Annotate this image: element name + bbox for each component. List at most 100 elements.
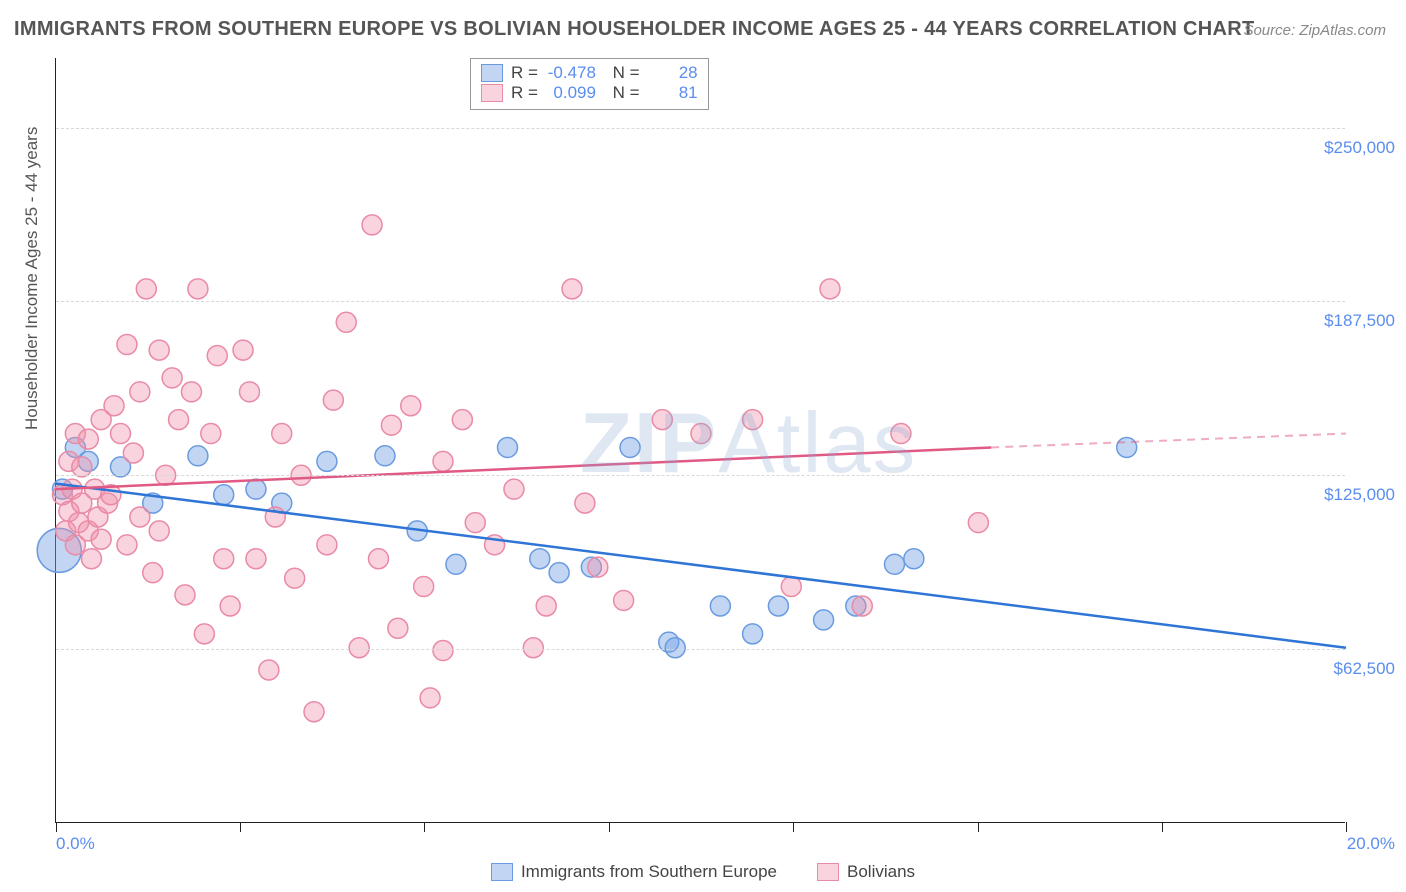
data-point xyxy=(375,446,395,466)
data-point xyxy=(381,415,401,435)
data-point xyxy=(336,312,356,332)
data-point xyxy=(149,340,169,360)
legend-swatch-b0 xyxy=(491,863,513,881)
gridline xyxy=(56,649,1345,650)
data-point xyxy=(214,485,234,505)
data-point xyxy=(1117,437,1137,457)
data-point xyxy=(498,437,518,457)
legend-series: Immigrants from Southern Europe Bolivian… xyxy=(0,862,1406,882)
data-point xyxy=(349,638,369,658)
xtick xyxy=(978,822,979,832)
ytick-label: $187,500 xyxy=(1295,311,1395,331)
data-point xyxy=(104,396,124,416)
legend-label-1: Bolivians xyxy=(847,862,915,882)
data-point xyxy=(130,507,150,527)
legend-item-0: Immigrants from Southern Europe xyxy=(491,862,777,882)
data-point xyxy=(814,610,834,630)
data-point xyxy=(575,493,595,513)
data-point xyxy=(117,335,137,355)
data-point xyxy=(123,443,143,463)
data-point xyxy=(175,585,195,605)
plot-area: $62,500$125,000$187,500$250,0000.0%20.0% xyxy=(55,58,1345,823)
regression-line-1-dashed xyxy=(991,434,1346,448)
data-point xyxy=(388,618,408,638)
data-point xyxy=(446,554,466,574)
data-point xyxy=(285,568,305,588)
data-point xyxy=(420,688,440,708)
legend-R-label: R = xyxy=(511,63,538,83)
data-point xyxy=(433,641,453,661)
gridline xyxy=(56,475,1345,476)
data-point xyxy=(743,410,763,430)
data-point xyxy=(710,596,730,616)
data-point xyxy=(781,577,801,597)
data-point xyxy=(452,410,472,430)
data-point xyxy=(414,577,434,597)
data-point xyxy=(369,549,389,569)
xtick xyxy=(424,822,425,832)
legend-correlation: R = -0.478 N = 28 R = 0.099 N = 81 xyxy=(470,58,709,110)
data-point xyxy=(233,340,253,360)
gridline xyxy=(56,128,1345,129)
xtick xyxy=(1162,822,1163,832)
data-point xyxy=(401,396,421,416)
legend-item-1: Bolivians xyxy=(817,862,915,882)
legend-N-label: N = xyxy=(613,63,640,83)
data-point xyxy=(549,563,569,583)
xtick xyxy=(793,822,794,832)
legend-R-val-0: -0.478 xyxy=(544,63,596,83)
data-point xyxy=(220,596,240,616)
legend-R-val-1: 0.099 xyxy=(544,83,596,103)
xtick xyxy=(1346,822,1347,832)
data-point xyxy=(117,535,137,555)
data-point xyxy=(272,424,292,444)
data-point xyxy=(317,535,337,555)
data-point xyxy=(904,549,924,569)
chart-container: IMMIGRANTS FROM SOUTHERN EUROPE VS BOLIV… xyxy=(0,0,1406,892)
data-point xyxy=(768,596,788,616)
data-point xyxy=(588,557,608,577)
data-point xyxy=(536,596,556,616)
legend-N-val-1: 81 xyxy=(646,83,698,103)
data-point xyxy=(304,702,324,722)
legend-N-label-1: N = xyxy=(613,83,640,103)
data-point xyxy=(691,424,711,444)
plot-svg xyxy=(56,58,1345,822)
gridline xyxy=(56,301,1345,302)
data-point xyxy=(188,446,208,466)
data-point xyxy=(530,549,550,569)
legend-swatch-b1 xyxy=(817,863,839,881)
ytick-label: $250,000 xyxy=(1295,138,1395,158)
data-point xyxy=(465,513,485,533)
xtick xyxy=(56,822,57,832)
data-point xyxy=(652,410,672,430)
legend-R-label-1: R = xyxy=(511,83,538,103)
data-point xyxy=(891,424,911,444)
data-point xyxy=(665,638,685,658)
data-point xyxy=(246,549,266,569)
data-point xyxy=(201,424,221,444)
data-point xyxy=(620,437,640,457)
data-point xyxy=(181,382,201,402)
legend-N-val-0: 28 xyxy=(646,63,698,83)
xtick xyxy=(609,822,610,832)
data-point xyxy=(852,596,872,616)
data-point xyxy=(130,382,150,402)
data-point xyxy=(188,279,208,299)
data-point xyxy=(433,451,453,471)
data-point xyxy=(885,554,905,574)
data-point xyxy=(194,624,214,644)
data-point xyxy=(78,429,98,449)
xtick xyxy=(240,822,241,832)
ytick-label: $62,500 xyxy=(1295,659,1395,679)
data-point xyxy=(72,457,92,477)
legend-row-series-0: R = -0.478 N = 28 xyxy=(481,63,698,83)
legend-label-0: Immigrants from Southern Europe xyxy=(521,862,777,882)
data-point xyxy=(504,479,524,499)
source-label: Source: ZipAtlas.com xyxy=(1243,22,1386,39)
legend-swatch-series-1 xyxy=(481,84,503,102)
data-point xyxy=(323,390,343,410)
data-point xyxy=(523,638,543,658)
data-point xyxy=(246,479,266,499)
data-point xyxy=(143,563,163,583)
